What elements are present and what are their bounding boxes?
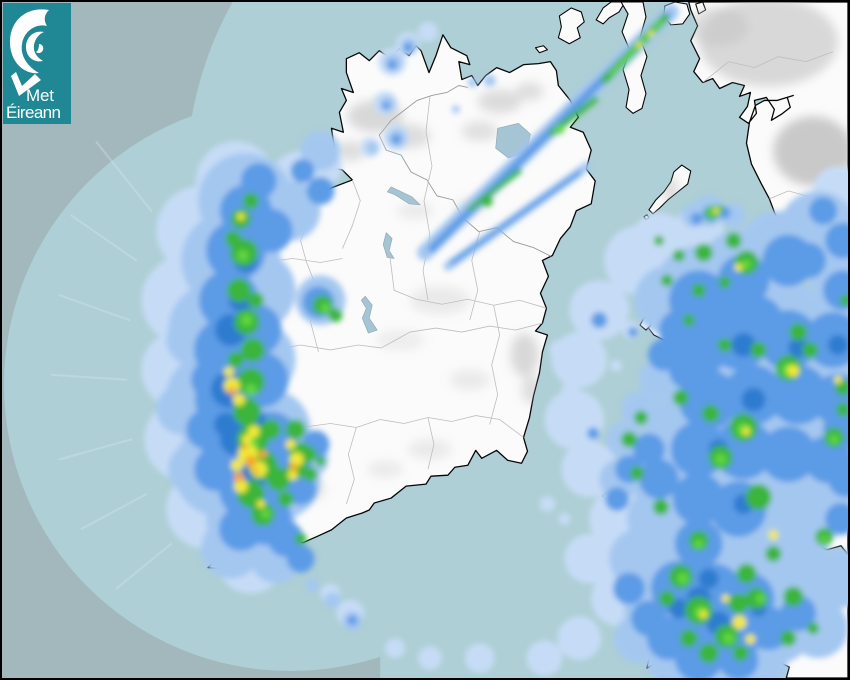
rain-orange-layer xyxy=(227,386,298,483)
logo-text-eireann: Éireann xyxy=(6,103,61,122)
rain-green-layer xyxy=(224,13,848,664)
rathlin-island xyxy=(534,45,548,54)
logo-text-met: Met xyxy=(26,86,54,105)
lough-derg xyxy=(361,295,378,334)
jura-island xyxy=(595,2,626,25)
radar-beam-streaks xyxy=(50,141,173,590)
met-eireann-swirl-icon xyxy=(9,9,49,96)
islay-island xyxy=(557,7,585,45)
rain-yellow-layer xyxy=(223,30,843,645)
lough-ree xyxy=(382,232,395,259)
met-eireann-logo: Met Éireann xyxy=(3,3,71,124)
rain-overlay xyxy=(141,3,848,678)
lough-erne xyxy=(386,186,421,206)
